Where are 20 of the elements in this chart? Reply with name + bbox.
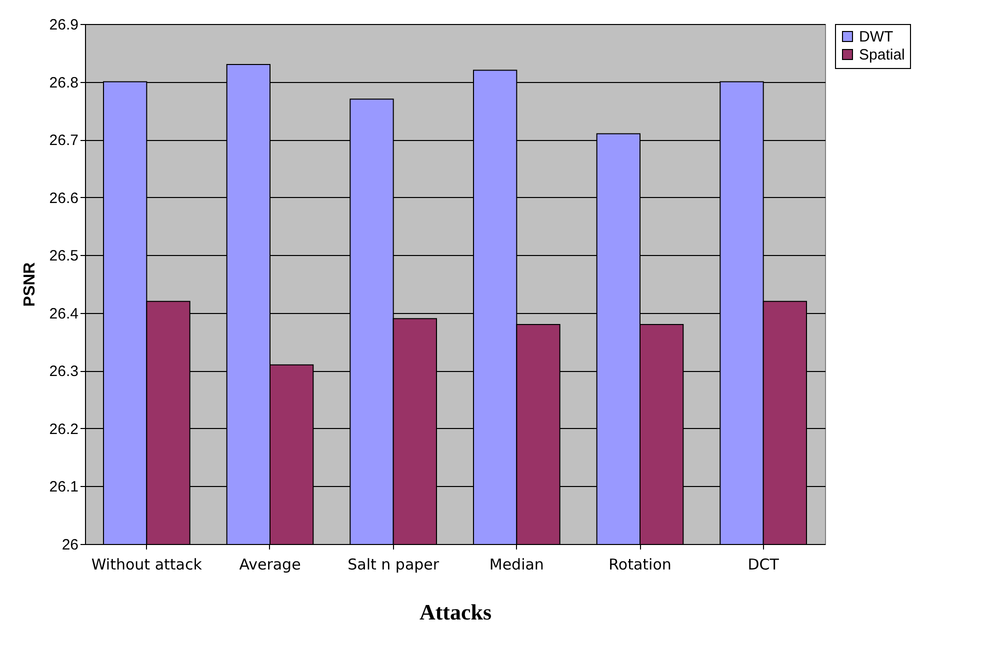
x-tick-label: Rotation [608,556,672,574]
y-axis-title: PSNR [21,262,38,307]
y-tick-label: 26.3 [49,363,78,380]
legend-label: Spatial [859,46,905,64]
x-tick-label: Average [239,556,301,574]
y-tick-label: 26.9 [49,16,78,34]
x-tick-label: Median [489,556,544,574]
x-tick-label: Without attack [91,556,202,574]
y-tick-label: 26.7 [49,132,78,150]
y-tick-label: 26.8 [49,74,78,92]
x-tick-label: DCT [748,556,780,574]
y-tick-label: 26 [62,536,78,554]
x-axis-title: Attacks [419,600,492,624]
legend-label: DWT [859,28,894,46]
y-tick-label: 26.4 [49,305,78,322]
y-tick-label: 26.1 [49,478,78,496]
y-tick-label: 26.5 [49,248,78,265]
x-tick-label: Salt n paper [348,556,440,574]
y-tick-label: 26.2 [49,420,78,438]
y-tick-label: 26.6 [49,190,78,207]
